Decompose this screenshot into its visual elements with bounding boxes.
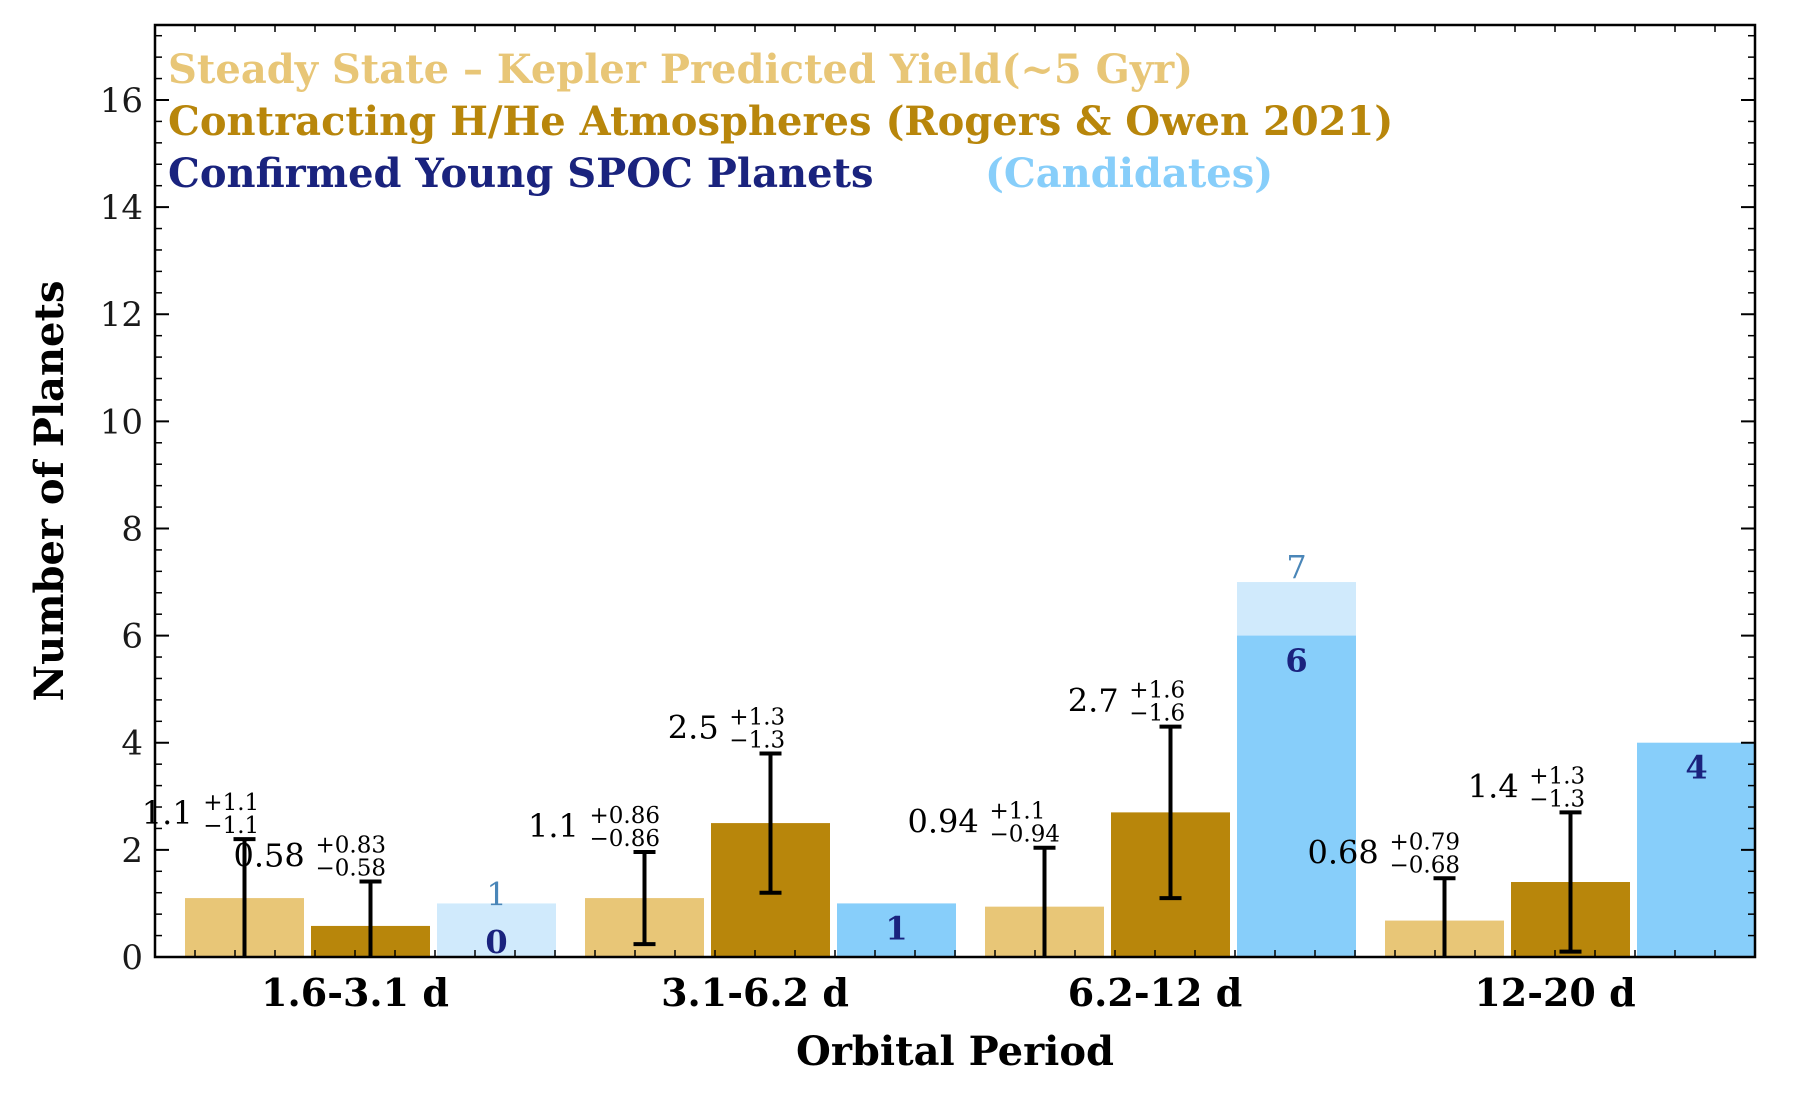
value-label-minus-1-0: −0.58 [316, 855, 386, 881]
value-label-plus-1-3: +1.3 [1529, 763, 1585, 789]
value-label-plus-1-1: +1.3 [729, 704, 785, 730]
value-label-plus-0-3: +0.79 [1390, 829, 1460, 855]
y-tick-label-4: 4 [121, 724, 143, 764]
legend-entry-confirmed: Confirmed Young SPOC Planets [168, 150, 874, 197]
x-axis-title: Orbital Period [796, 1028, 1114, 1075]
y-tick-label-14: 14 [100, 188, 143, 228]
value-label-minus-0-3: −0.68 [1390, 852, 1460, 878]
count-label-confirmed-0: 0 [485, 923, 507, 961]
value-label-0-2: 0.94 [908, 803, 979, 841]
x-tick-label-2: 6.2-12 d [1068, 970, 1243, 1015]
y-tick-label-16: 16 [100, 81, 143, 121]
y-tick-label-8: 8 [121, 509, 143, 549]
bar-confirmed-3 [1637, 742, 1756, 957]
value-label-plus-0-0: +1.1 [203, 790, 259, 816]
error-bars-layer [233, 724, 1582, 957]
count-label-confirmed-1: 1 [885, 909, 907, 947]
legend-entry-contracting: Contracting H/He Atmospheres (Rogers & O… [168, 98, 1393, 145]
y-tick-label-2: 2 [121, 831, 143, 871]
value-label-1-1: 2.5 [668, 708, 719, 746]
value-label-minus-1-2: −1.6 [1129, 701, 1185, 727]
value-label-plus-1-0: +0.83 [316, 832, 386, 858]
count-label-candidates-0: 1 [486, 875, 506, 913]
count-label-confirmed-2: 6 [1285, 642, 1307, 680]
bar-confirmed-2 [1237, 635, 1356, 957]
bar-confirmed-1 [837, 903, 956, 957]
y-tick-label-10: 10 [100, 402, 143, 442]
y-tick-label-6: 6 [121, 617, 143, 657]
y-axis-title: Number of Planets [26, 281, 73, 702]
bar-candidates-0 [437, 903, 556, 957]
value-label-1-0: 0.58 [234, 836, 305, 874]
ticks-layer: 1.6-3.1 d 3.1-6.2 d 6.2-12 d 12-20 d0246810… [100, 25, 1755, 1015]
legend: Steady State – Kepler Predicted Yield(~5… [168, 46, 1393, 197]
value-label-0-3: 0.68 [1308, 833, 1379, 871]
value-label-minus-0-1: −0.86 [590, 826, 660, 852]
bars-layer [185, 582, 1756, 957]
count-label-confirmed-3: 4 [1685, 749, 1707, 787]
y-tick-label-0: 0 [121, 938, 143, 978]
value-label-0-1: 1.1 [528, 807, 579, 845]
value-label-minus-1-3: −1.3 [1529, 786, 1585, 812]
x-tick-label-1: 3.1-6.2 d [661, 970, 849, 1015]
value-label-plus-0-1: +0.86 [590, 803, 660, 829]
x-tick-label-3: 12-20 d [1474, 970, 1635, 1015]
legend-entry-steady-state: Steady State – Kepler Predicted Yield(~5… [168, 46, 1193, 93]
value-label-1-3: 1.4 [1468, 767, 1519, 805]
value-label-plus-1-2: +1.6 [1129, 678, 1185, 704]
legend-entry-candidates: (Candidates) [985, 150, 1273, 197]
value-label-0-0: 1.1 [142, 794, 193, 832]
value-label-minus-0-0: −1.1 [203, 813, 259, 839]
x-tick-label-0: 1.6-3.1 d [261, 970, 449, 1015]
value-label-plus-0-2: +1.1 [990, 799, 1046, 825]
count-label-candidates-2: 7 [1286, 548, 1306, 586]
value-label-minus-1-1: −1.3 [729, 727, 785, 753]
value-label-minus-0-2: −0.94 [990, 822, 1060, 848]
value-label-1-2: 2.7 [1068, 682, 1119, 720]
y-tick-label-12: 12 [100, 295, 143, 335]
